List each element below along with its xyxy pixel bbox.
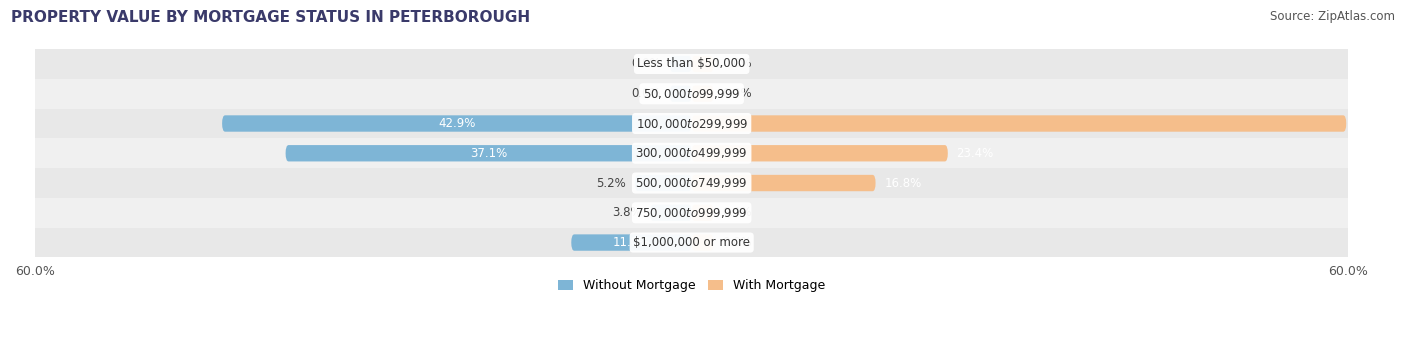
FancyBboxPatch shape — [669, 56, 692, 72]
FancyBboxPatch shape — [222, 115, 692, 132]
Text: 0.0%: 0.0% — [723, 58, 752, 71]
FancyBboxPatch shape — [692, 234, 714, 251]
FancyBboxPatch shape — [692, 56, 714, 72]
Text: 37.1%: 37.1% — [470, 147, 508, 160]
FancyBboxPatch shape — [692, 175, 876, 191]
Text: 23.4%: 23.4% — [956, 147, 994, 160]
Text: PROPERTY VALUE BY MORTGAGE STATUS IN PETERBOROUGH: PROPERTY VALUE BY MORTGAGE STATUS IN PET… — [11, 10, 530, 25]
FancyBboxPatch shape — [669, 86, 692, 102]
Text: 11.0%: 11.0% — [613, 236, 650, 249]
Bar — [35, 228, 1348, 257]
FancyBboxPatch shape — [634, 175, 692, 191]
Bar — [35, 79, 1348, 109]
Legend: Without Mortgage, With Mortgage: Without Mortgage, With Mortgage — [553, 274, 831, 297]
Text: 0.0%: 0.0% — [723, 87, 752, 100]
Bar — [35, 49, 1348, 79]
Text: 3.8%: 3.8% — [612, 206, 641, 219]
FancyBboxPatch shape — [692, 115, 1346, 132]
Text: Source: ZipAtlas.com: Source: ZipAtlas.com — [1270, 10, 1395, 23]
Bar — [35, 109, 1348, 138]
Text: $300,000 to $499,999: $300,000 to $499,999 — [636, 146, 748, 160]
Text: $1,000,000 or more: $1,000,000 or more — [633, 236, 751, 249]
FancyBboxPatch shape — [692, 205, 714, 221]
Text: 0.0%: 0.0% — [723, 206, 752, 219]
FancyBboxPatch shape — [285, 145, 692, 161]
Text: $100,000 to $299,999: $100,000 to $299,999 — [636, 117, 748, 131]
FancyBboxPatch shape — [692, 145, 948, 161]
Text: 0.0%: 0.0% — [631, 87, 661, 100]
FancyBboxPatch shape — [650, 205, 692, 221]
Text: $50,000 to $99,999: $50,000 to $99,999 — [643, 87, 741, 101]
Text: $750,000 to $999,999: $750,000 to $999,999 — [636, 206, 748, 220]
FancyBboxPatch shape — [571, 234, 692, 251]
Text: 0.0%: 0.0% — [723, 236, 752, 249]
Bar — [35, 168, 1348, 198]
Text: 16.8%: 16.8% — [884, 177, 921, 190]
Text: Less than $50,000: Less than $50,000 — [637, 58, 745, 71]
Bar — [35, 198, 1348, 228]
Text: 42.9%: 42.9% — [439, 117, 475, 130]
Bar — [35, 138, 1348, 168]
Text: 59.8%: 59.8% — [1355, 117, 1392, 130]
FancyBboxPatch shape — [692, 86, 714, 102]
Text: $500,000 to $749,999: $500,000 to $749,999 — [636, 176, 748, 190]
Text: 5.2%: 5.2% — [596, 177, 626, 190]
Text: 0.0%: 0.0% — [631, 58, 661, 71]
